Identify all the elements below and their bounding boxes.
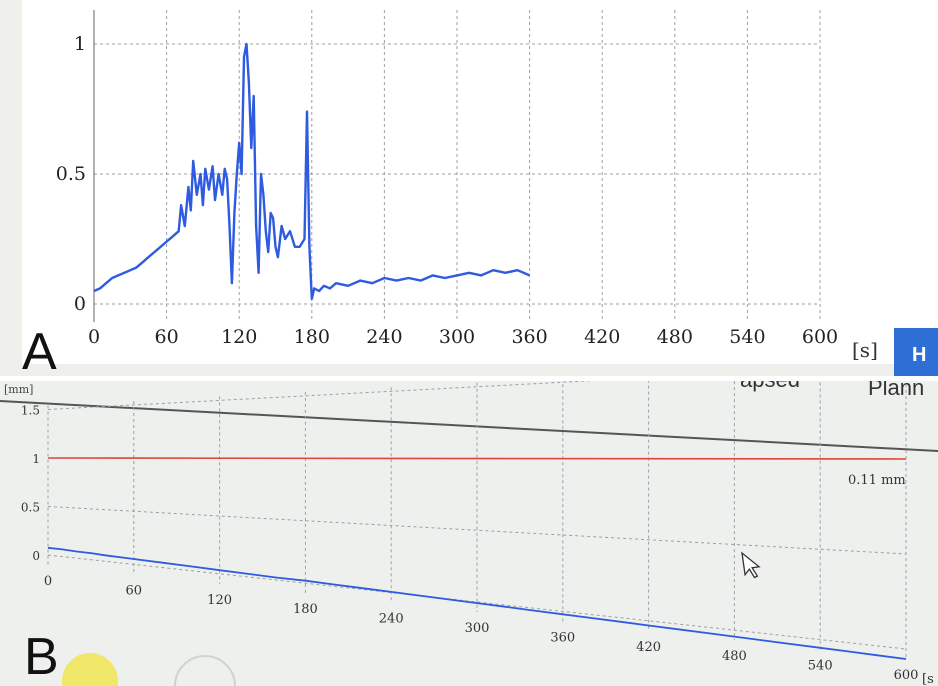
chart-a-x-unit: [s] bbox=[852, 338, 878, 362]
cursor-arrow-icon bbox=[741, 551, 761, 579]
chart-b-x-tick-label: 600 bbox=[894, 668, 919, 683]
chart-b-y-tick-label: 1.5 bbox=[21, 404, 40, 418]
chart-a: 0 60 120 180 240 300 360 420 480 540 600 0 0.5 1 [s]… bbox=[22, 0, 938, 376]
chart-a-x-tick-label: 180 bbox=[294, 326, 330, 348]
chart-a-x-tick-label: 300 bbox=[439, 326, 475, 348]
chart-a-background bbox=[22, 0, 938, 364]
chart-a-x-tick-label: 540 bbox=[729, 326, 765, 348]
chart-a-y-tick-label: 0 bbox=[74, 293, 86, 315]
chart-b-x-tick-label: 420 bbox=[636, 640, 661, 655]
chart-a-x-tick-label: 0 bbox=[88, 326, 100, 348]
chart-b-x-tick-label: 0 bbox=[44, 574, 52, 589]
chart-a-x-tick-label: 420 bbox=[584, 326, 620, 348]
chart-b-x-tick-label: 480 bbox=[722, 649, 747, 664]
chart-b-annotation: 0.11 mm bbox=[848, 473, 906, 488]
chart-b-x-tick-label: 60 bbox=[126, 583, 143, 598]
chart-b-series-line bbox=[47, 546, 907, 660]
chart-b-x-tick-label: 360 bbox=[550, 630, 575, 645]
panel-b-header-left: apsed bbox=[740, 381, 800, 392]
chart-b-x-tick-label: 540 bbox=[808, 659, 833, 674]
top-right-button[interactable] bbox=[894, 328, 938, 376]
chart-b: apsed Plann 0 60 120 180 240 300 360 420 480 540 6… bbox=[0, 381, 938, 686]
chart-a-x-tick-label: 600 bbox=[802, 326, 838, 348]
chart-b-gridline-y bbox=[47, 506, 907, 555]
chart-a-x-tick-label: 360 bbox=[511, 326, 547, 348]
chart-a-x-tick-label: 60 bbox=[155, 326, 179, 348]
chart-b-limit-line bbox=[47, 457, 907, 460]
chart-b-x-tick-label: 240 bbox=[379, 612, 404, 627]
chart-a-x-tick-label: 120 bbox=[221, 326, 257, 348]
chart-b-y-tick-label: 0.5 bbox=[21, 501, 40, 515]
chart-b-x-unit: [s bbox=[922, 672, 934, 686]
chart-b-x-tick-label: 300 bbox=[465, 621, 490, 636]
panel-label-b: B bbox=[24, 628, 59, 686]
panel-label-a: A bbox=[22, 323, 57, 381]
chart-b-x-tick-label: 180 bbox=[293, 602, 318, 617]
chart-a-series-line bbox=[93, 42, 531, 300]
panel-b-header-right: Plann bbox=[868, 381, 924, 400]
panel-a: 0 60 120 180 240 300 360 420 480 540 600 0 0.5 1 [s]… bbox=[0, 0, 938, 381]
chart-a-x-tick-label: 480 bbox=[657, 326, 693, 348]
chart-b-y-tick-label: 0 bbox=[32, 549, 40, 563]
chart-a-y-tick-label: 1 bbox=[74, 33, 86, 55]
chart-a-x-tick-label: 240 bbox=[366, 326, 402, 348]
top-right-button-label[interactable]: H bbox=[912, 344, 926, 366]
bottom-decoration bbox=[62, 653, 236, 686]
chart-b-x-tick-label: 120 bbox=[207, 593, 232, 608]
chart-b-y-tick-label: 1 bbox=[32, 452, 40, 466]
chart-a-y-tick-label: 0.5 bbox=[56, 163, 86, 185]
chart-b-y-unit: [mm] bbox=[4, 383, 33, 396]
panel-b: apsed Plann 0 60 120 180 240 300 360 420 480 540 6… bbox=[0, 381, 938, 686]
